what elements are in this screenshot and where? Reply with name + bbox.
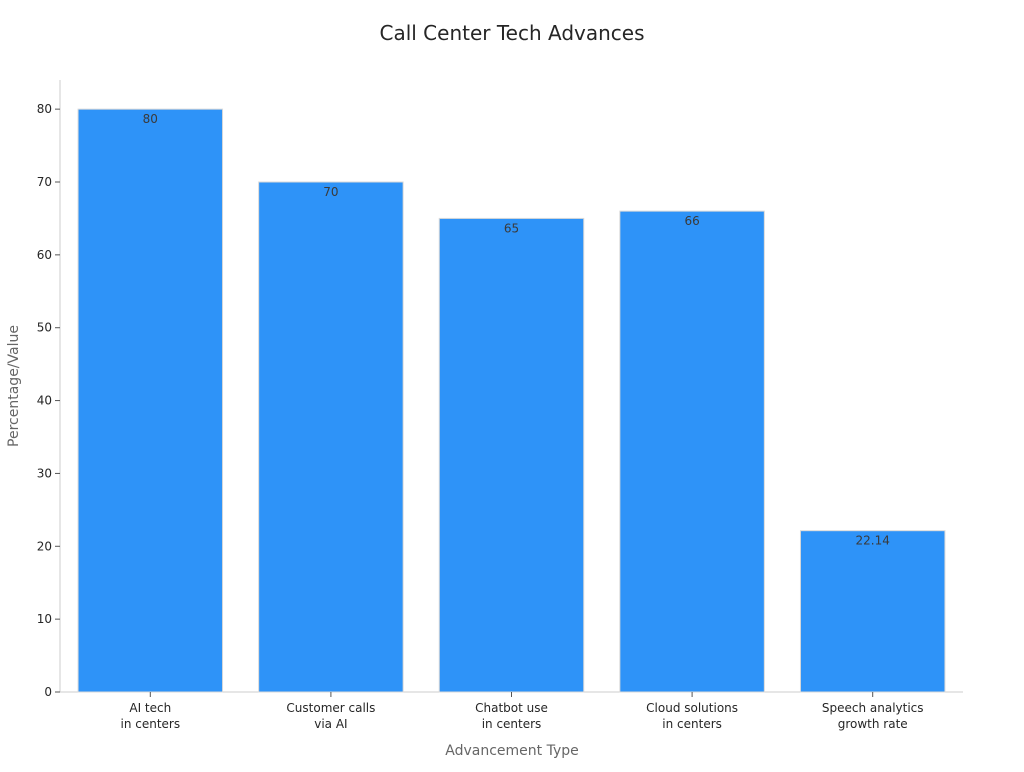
- x-tick-label: Chatbot use: [475, 701, 548, 715]
- bar: [438, 217, 585, 693]
- bar-value-label: 65: [504, 221, 519, 235]
- bar-value-label: 66: [684, 214, 699, 228]
- bar-value-label: 22.14: [856, 534, 890, 548]
- y-axis-ticks: 0 10 20 30 40 50 60 70 80: [37, 102, 60, 699]
- x-tick-label: Speech analytics: [822, 701, 924, 715]
- x-tick-label: AI tech: [129, 701, 171, 715]
- y-tick-label: 70: [37, 175, 52, 189]
- bar-series: 80 70 65 66 22.14: [77, 108, 946, 693]
- y-tick-label: 60: [37, 248, 52, 262]
- y-tick-label: 0: [44, 685, 52, 699]
- x-tick-label: Cloud solutions: [646, 701, 738, 715]
- y-tick-label: 80: [37, 102, 52, 116]
- x-axis-label: Advancement Type: [445, 743, 579, 759]
- y-tick-label: 50: [37, 321, 52, 335]
- y-tick-label: 10: [37, 612, 52, 626]
- chart-title: Call Center Tech Advances: [379, 21, 644, 45]
- bar: [77, 108, 224, 693]
- x-axis-ticks: AI tech in centers Customer calls via AI Cha…: [120, 692, 924, 731]
- y-tick-label: 30: [37, 466, 52, 480]
- y-tick-label: 20: [37, 539, 52, 553]
- bar-value-label: 80: [143, 112, 158, 126]
- bar: [799, 530, 946, 693]
- bar: [258, 181, 404, 693]
- x-tick-label: in centers: [662, 717, 722, 731]
- x-tick-label: via AI: [314, 717, 347, 731]
- y-tick-label: 40: [37, 394, 52, 408]
- y-axis-label: Percentage/Value: [6, 325, 22, 447]
- x-tick-label: in centers: [120, 717, 180, 731]
- bar-value-label: 70: [323, 185, 338, 199]
- bar: [619, 210, 765, 693]
- x-tick-label: growth rate: [838, 717, 908, 731]
- x-tick-label: Customer calls: [286, 701, 375, 715]
- x-tick-label: in centers: [482, 717, 542, 731]
